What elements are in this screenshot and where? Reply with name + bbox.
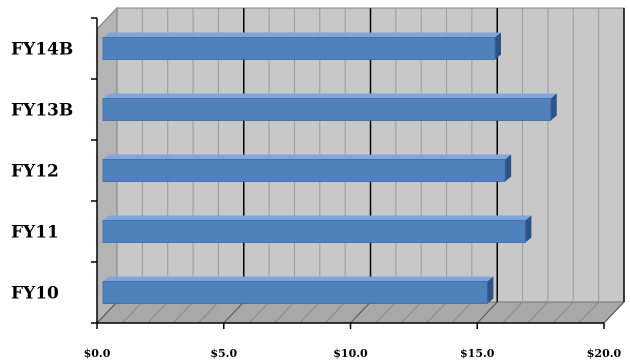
x-tick-label: $15.0 bbox=[460, 347, 495, 360]
bar-fy11 bbox=[102, 215, 532, 243]
floor-minor-gridline bbox=[400, 301, 422, 324]
floor-minor-gridline bbox=[198, 301, 219, 324]
x-tick-label: $20.0 bbox=[587, 347, 622, 360]
x-tick-label: $0.0 bbox=[84, 347, 111, 360]
bar-top-face bbox=[103, 276, 494, 282]
floor-minor-gridline bbox=[274, 301, 295, 324]
floor-minor-gridline bbox=[324, 301, 346, 324]
bar-side-face bbox=[487, 276, 494, 304]
bar-side-face bbox=[525, 215, 532, 243]
floor-major-gridline bbox=[96, 301, 118, 324]
floor-minor-gridline bbox=[426, 301, 447, 324]
bar-front-face bbox=[102, 281, 488, 304]
category-label: FY11 bbox=[11, 223, 59, 243]
floor-minor-gridline bbox=[172, 301, 194, 324]
bar-top-face bbox=[103, 93, 557, 99]
category-label: FY14B bbox=[11, 40, 73, 60]
floor-minor-gridline bbox=[451, 301, 473, 324]
category-label: FY10 bbox=[11, 284, 59, 304]
x-tick-label: $5.0 bbox=[210, 347, 237, 360]
category-label: FY12 bbox=[11, 162, 59, 182]
bar-side-face bbox=[494, 32, 501, 60]
bar-fy12 bbox=[102, 154, 512, 182]
x-tick-label: $10.0 bbox=[333, 347, 368, 360]
bar-side-face bbox=[505, 154, 512, 182]
floor-minor-gridline bbox=[552, 301, 574, 324]
bars-layer bbox=[102, 32, 557, 304]
bar-front-face bbox=[102, 159, 506, 182]
bar-front-face bbox=[102, 37, 496, 60]
bar-top-face bbox=[103, 215, 532, 221]
bar-front-face bbox=[102, 220, 526, 243]
floor-minor-gridline bbox=[578, 301, 600, 324]
bar-top-face bbox=[103, 154, 512, 160]
floor-major-gridline bbox=[223, 301, 245, 324]
floor-minor-gridline bbox=[147, 301, 169, 324]
labels-layer: FY14B FY13B FY12 FY11 FY10 $0.0 $5.0 $10.0 $15.0… bbox=[11, 40, 622, 361]
floor-minor-gridline bbox=[299, 301, 321, 324]
floor-minor-gridline bbox=[248, 301, 270, 324]
category-label: FY13B bbox=[11, 101, 73, 121]
bar-top-face bbox=[103, 32, 501, 38]
floor-minor-gridline bbox=[527, 301, 549, 324]
floor-minor-gridline bbox=[121, 301, 143, 324]
bar-fy13b bbox=[102, 93, 557, 121]
bar-fy10 bbox=[102, 276, 494, 304]
bar-front-face bbox=[102, 98, 552, 121]
bar-side-face bbox=[550, 93, 557, 121]
floor-major-gridline bbox=[603, 301, 625, 324]
floor-minor-gridline bbox=[375, 301, 397, 324]
floor-minor-gridline bbox=[502, 301, 523, 324]
floor-major-gridline bbox=[350, 301, 371, 324]
bar-fy14b bbox=[102, 32, 501, 60]
floor-major-gridline bbox=[476, 301, 498, 324]
